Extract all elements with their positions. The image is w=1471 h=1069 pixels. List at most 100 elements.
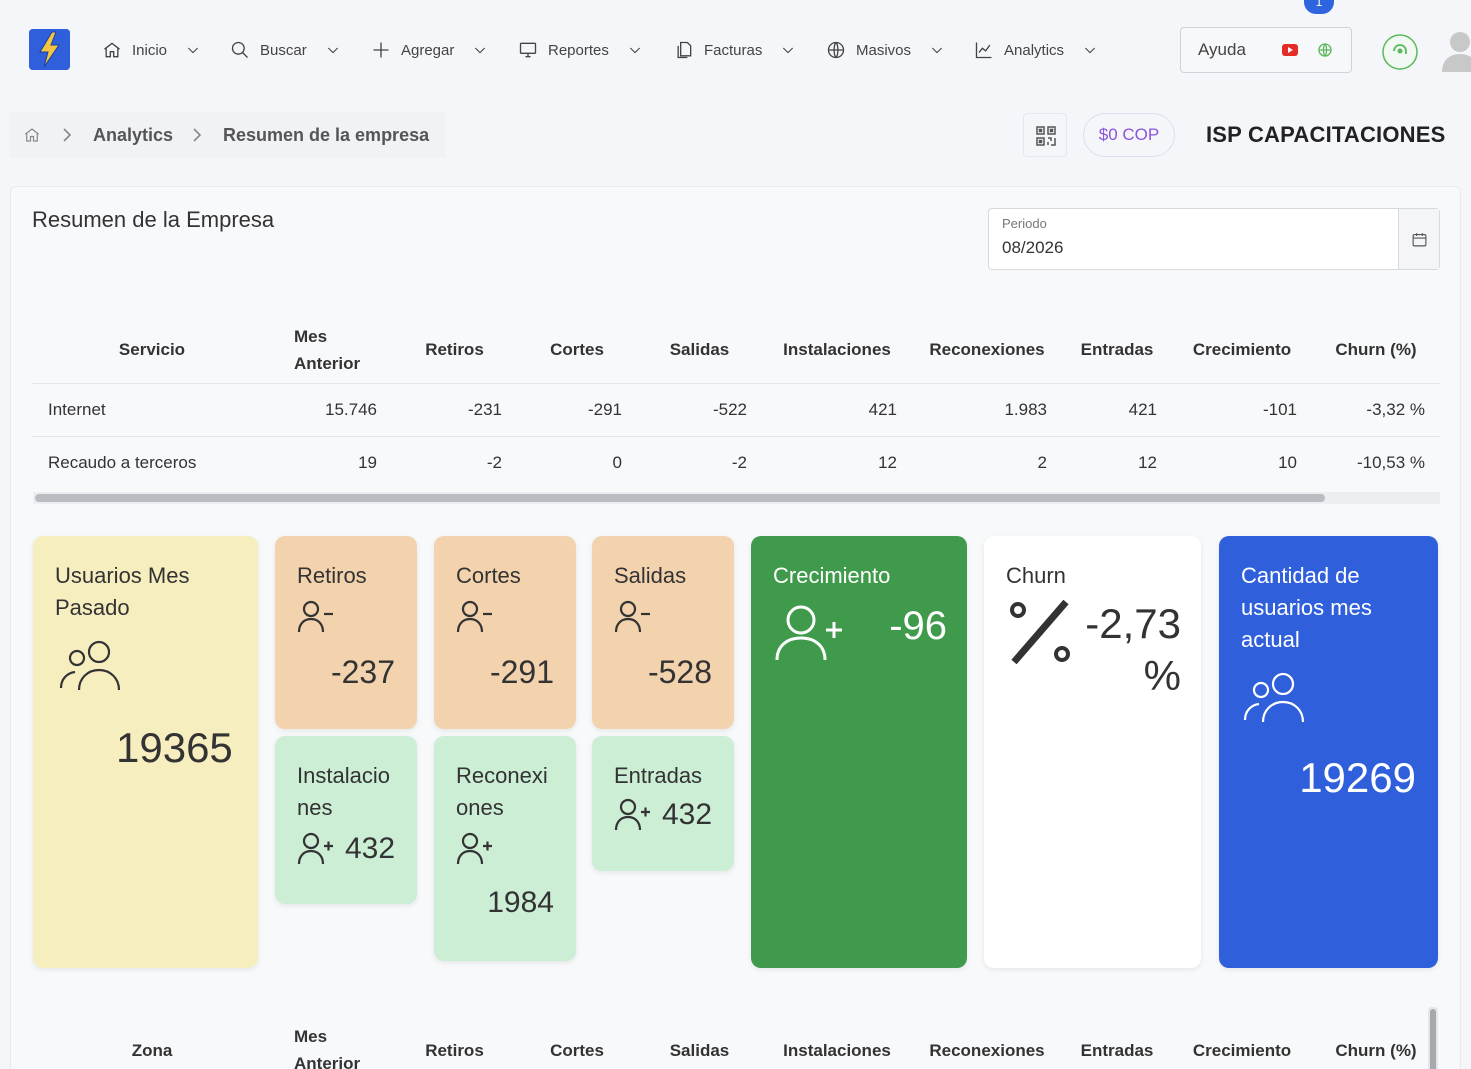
- col-reconexiones[interactable]: Reconexiones: [929, 1040, 1045, 1060]
- cell-retiros: -2: [392, 435, 517, 489]
- col-churn[interactable]: Churn (%): [1335, 1040, 1417, 1060]
- cell-servicio: Recaudo a terceros: [32, 435, 272, 489]
- youtube-icon[interactable]: [1282, 44, 1298, 56]
- service-table-header: Servicio Mes Anterior Retiros Cortes Sal…: [32, 317, 1440, 384]
- col-salidas[interactable]: Salidas: [669, 1040, 730, 1060]
- period-field[interactable]: Periodo: [988, 208, 1440, 270]
- service-table: Servicio Mes Anterior Retiros Cortes Sal…: [32, 317, 1440, 489]
- help-button[interactable]: Ayuda: [1180, 27, 1352, 73]
- tile-entradas: Entradas 432: [592, 736, 734, 871]
- nav-agregar[interactable]: Agregar: [371, 36, 488, 64]
- tile-label: Churn: [1006, 563, 1066, 588]
- cell-mes-anterior: 19: [272, 435, 392, 489]
- col-zona[interactable]: Zona: [131, 1040, 173, 1060]
- nav-analytics[interactable]: Analytics: [974, 36, 1098, 64]
- col-mes-anterior[interactable]: Mes Anterior: [272, 317, 392, 384]
- user-minus-icon: [297, 600, 333, 633]
- tile-usuarios-mes-pasado: Usuarios Mes Pasado 19365: [33, 536, 258, 968]
- col-crecimiento[interactable]: Crecimiento: [1172, 317, 1312, 384]
- company-name: ISP CAPACITACIONES: [1206, 122, 1446, 147]
- globe-icon[interactable]: [1317, 42, 1333, 58]
- tile-label: Crecimiento: [773, 563, 891, 588]
- col-entradas[interactable]: Entradas: [1080, 1040, 1154, 1060]
- tile-value: -96: [889, 604, 947, 648]
- col-instalaciones[interactable]: Instalaciones: [762, 317, 912, 384]
- cell-entradas: 421: [1062, 382, 1172, 436]
- col-cortes[interactable]: Cortes: [517, 317, 637, 384]
- plus-icon: [373, 42, 389, 58]
- users-group-icon: [1243, 672, 1305, 723]
- lightning-logo-icon: [29, 29, 70, 70]
- cell-reconexiones: 1.983: [912, 382, 1062, 436]
- vertical-scrollbar[interactable]: [1428, 1007, 1438, 1069]
- nav-reportes[interactable]: Reportes: [518, 36, 643, 64]
- period-input[interactable]: [1002, 238, 1382, 258]
- col-crecimiento[interactable]: Crecimiento: [1192, 1040, 1292, 1060]
- col-retiros[interactable]: Retiros: [425, 1040, 484, 1060]
- avatar[interactable]: [1440, 28, 1471, 72]
- tile-value: 1984: [487, 886, 554, 919]
- col-cortes[interactable]: Cortes: [550, 1040, 604, 1060]
- cell-churn: -3,32 %: [1312, 382, 1440, 436]
- nav-agregar-label: Agregar: [401, 41, 455, 59]
- nav-masivos-label: Masivos: [856, 41, 912, 59]
- chevron-down-icon: [327, 47, 338, 54]
- tile-cantidad-usuarios-actual: Cantidad de usuarios mes actual 19269: [1219, 536, 1438, 968]
- tile-value: 432: [345, 832, 396, 865]
- cell-entradas: 12: [1062, 435, 1172, 489]
- col-servicio[interactable]: Servicio: [32, 317, 272, 384]
- cell-salidas: -2: [637, 435, 762, 489]
- col-churn[interactable]: Churn (%): [1312, 317, 1440, 384]
- calendar-icon: [1412, 233, 1427, 247]
- col-instalaciones[interactable]: Instalaciones: [783, 1040, 891, 1060]
- user-plus-icon: [297, 832, 333, 865]
- chevron-right-icon: [63, 128, 72, 142]
- chart-icon: [975, 42, 992, 59]
- balance-badge[interactable]: $0 COP: [1083, 113, 1175, 157]
- cell-servicio: Internet: [32, 382, 272, 436]
- tile-value: -2,73: [1085, 600, 1181, 647]
- cell-instalaciones: 421: [762, 382, 912, 436]
- col-mes-anterior[interactable]: Mes Anterior: [294, 1027, 361, 1069]
- nav-buscar-label: Buscar: [260, 41, 307, 59]
- tile-label: Cortes: [456, 563, 521, 588]
- qr-code-button[interactable]: [1023, 113, 1067, 157]
- tile-value: -237: [330, 654, 395, 690]
- home-icon[interactable]: [23, 126, 41, 144]
- notification-badge[interactable]: 1: [1304, 0, 1334, 14]
- user-minus-icon: [456, 600, 492, 633]
- horizontal-scrollbar[interactable]: [33, 492, 1440, 504]
- tile-instalaciones: Instalaciones 432: [275, 736, 417, 904]
- col-salidas[interactable]: Salidas: [637, 317, 762, 384]
- cell-cortes: -291: [517, 382, 637, 436]
- nav-masivos[interactable]: Masivos: [826, 36, 945, 64]
- cell-instalaciones: 12: [762, 435, 912, 489]
- app-logo[interactable]: [29, 29, 70, 70]
- tile-label: Instalaciones: [297, 763, 390, 820]
- scrollbar-thumb[interactable]: [35, 494, 1325, 502]
- breadcrumb-analytics[interactable]: Analytics: [93, 125, 174, 145]
- monitor-icon: [519, 42, 537, 58]
- chevron-down-icon: [1084, 47, 1096, 54]
- tile-crecimiento: Crecimiento -96: [751, 536, 967, 968]
- breadcrumb-current: Resumen de la empresa: [223, 125, 430, 145]
- col-reconexiones[interactable]: Reconexiones: [912, 317, 1062, 384]
- cell-crecimiento: 10: [1172, 435, 1312, 489]
- tile-reconexiones: Reconexiones 1984: [434, 736, 576, 961]
- col-retiros[interactable]: Retiros: [392, 317, 517, 384]
- tile-salidas: Salidas -528: [592, 536, 734, 729]
- support-icon[interactable]: [1380, 32, 1420, 72]
- nav-facturas-label: Facturas: [704, 41, 763, 59]
- table-row: Internet 15.746 -231 -291 -522 421 1.983…: [32, 382, 1440, 436]
- calendar-button[interactable]: [1398, 209, 1439, 269]
- tile-value: 19365: [116, 724, 233, 771]
- nav-facturas[interactable]: Facturas: [674, 36, 796, 64]
- documents-icon: [677, 41, 692, 59]
- cell-churn: -10,53 %: [1312, 435, 1440, 489]
- card-title: Resumen de la Empresa: [32, 207, 275, 232]
- col-entradas[interactable]: Entradas: [1062, 317, 1172, 384]
- help-label: Ayuda: [1198, 40, 1246, 59]
- tile-label: Entradas: [614, 763, 703, 788]
- nav-buscar[interactable]: Buscar: [230, 36, 341, 64]
- nav-inicio[interactable]: Inicio: [102, 36, 201, 64]
